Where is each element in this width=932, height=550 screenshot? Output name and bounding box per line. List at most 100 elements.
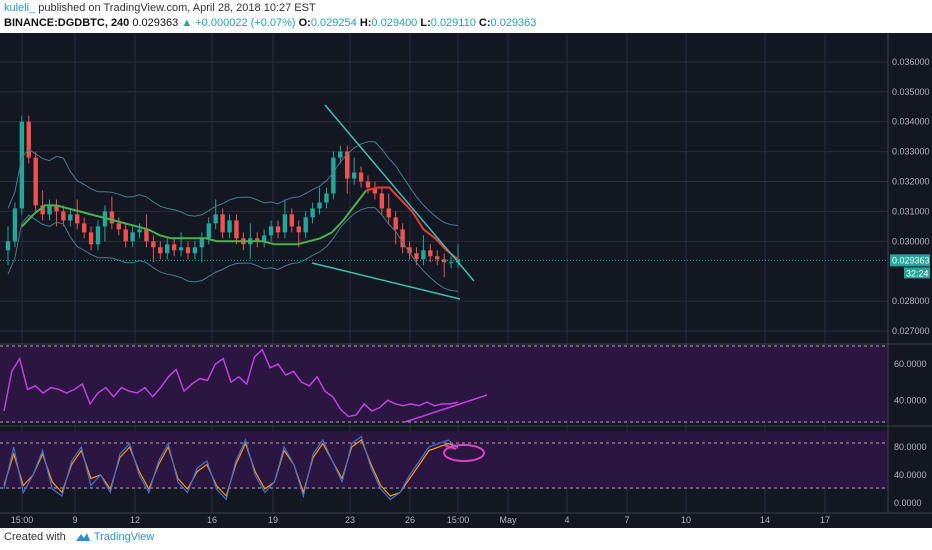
candle: [448, 262, 454, 264]
tradingview-link[interactable]: TradingView: [93, 531, 155, 543]
stoch-k-line: [3, 435, 459, 501]
close-value: 0.029363: [490, 17, 537, 29]
rsi-trendline: [404, 394, 488, 423]
price-tick-label: 0.027000: [892, 326, 930, 336]
time-tick-label: 7: [624, 515, 629, 525]
moving-average-down: [365, 186, 459, 261]
tradingview-logo-icon: [75, 533, 90, 542]
change-value: ▲ +0.000022 (+0.07%): [181, 17, 296, 29]
time-tick-label: 16: [207, 515, 217, 525]
price-axis: 0.036000 0.035000 0.034000 0.033000 0.032000…: [890, 57, 930, 508]
candle: [358, 172, 364, 182]
price-tick-label: 0.030000: [892, 236, 930, 246]
price-tick-label: 0.033000: [892, 147, 930, 157]
time-tick-label: 4: [564, 515, 569, 525]
stoch-panel: [0, 431, 888, 489]
candle: [351, 172, 357, 179]
author-link[interactable]: kuleli_: [4, 2, 36, 14]
candle: [130, 232, 135, 242]
rsi-tick-label: 40.0000: [894, 395, 927, 405]
low-label: L:: [420, 17, 431, 29]
candle: [372, 187, 378, 194]
candle: [386, 208, 391, 218]
countdown-tag: [904, 267, 930, 279]
moving-average-up: [21, 189, 367, 246]
high-value: 0.029400: [371, 17, 418, 29]
bollinger-upper: [7, 141, 459, 226]
time-tick-label: 23: [345, 515, 355, 525]
time-tick-label: 9: [72, 515, 77, 525]
candle: [165, 244, 170, 254]
candle: [185, 247, 191, 254]
candle: [435, 256, 440, 260]
candle: [12, 208, 18, 242]
rsi-line: [3, 348, 459, 418]
candle: [331, 157, 336, 194]
chart-canvas[interactable]: 0.036000 0.035000 0.034000 0.033000 0.032000…: [0, 33, 932, 528]
open-label: O:: [298, 17, 311, 29]
candle: [407, 247, 412, 254]
current-price-label: 0.029363: [892, 255, 930, 265]
candle: [393, 217, 398, 230]
time-tick-label: 15:00: [447, 515, 470, 525]
time-tick-label: 15:00: [11, 515, 34, 525]
candle: [178, 247, 184, 251]
time-tick-label: 19: [268, 515, 278, 525]
candle: [171, 244, 177, 251]
trendline-lower: [311, 262, 461, 300]
candle: [19, 121, 25, 209]
candle: [324, 193, 329, 203]
rsi-tick-label: 60.0000: [894, 359, 927, 369]
candle: [213, 214, 218, 224]
price-tick-label: 0.028000: [892, 296, 930, 306]
price-tick-label: 0.034000: [892, 117, 930, 127]
rsi-panel: [0, 345, 888, 423]
candle: [158, 247, 163, 254]
candle: [282, 214, 288, 233]
candle: [192, 247, 198, 254]
candle: [428, 250, 433, 257]
candle: [289, 214, 295, 227]
candle: [365, 181, 371, 188]
candle: [275, 226, 281, 233]
candle: [95, 226, 101, 245]
candle: [47, 205, 52, 215]
publish-line: kuleli_ published on TradingView.com, Ap…: [4, 2, 316, 14]
candle: [88, 232, 94, 245]
symbol-label: BINANCE:DGDBTC, 240: [4, 17, 130, 29]
candle: [5, 241, 11, 251]
countdown-label: 32:24: [906, 268, 929, 278]
candle: [338, 151, 343, 158]
close-label: C:: [478, 17, 491, 29]
time-tick-label: 10: [681, 515, 691, 525]
candle: [123, 229, 128, 242]
created-with-text: Created with: [4, 531, 66, 543]
time-tick-label: 12: [130, 515, 140, 525]
price-tick-label: 0.031000: [892, 206, 930, 216]
time-axis: 15:00 9 12 16 19 23 26 15:00 May 4 7 10 14 17: [11, 515, 830, 525]
candle: [220, 214, 225, 233]
candle: [345, 151, 350, 179]
stoch-tick-label: 40.0000: [894, 470, 927, 480]
stoch-tick-label: 0.0000: [894, 498, 922, 508]
candle: [296, 226, 301, 233]
candle: [206, 223, 211, 239]
candle: [227, 220, 232, 233]
candle: [268, 226, 274, 236]
candle: [421, 250, 426, 260]
current-price-tag: [890, 254, 930, 267]
candle: [400, 229, 405, 248]
candle: [61, 211, 66, 221]
bollinger-lower: [7, 207, 459, 292]
candle: [33, 157, 38, 206]
candle: [144, 229, 149, 242]
low-value: 0.029110: [430, 17, 476, 29]
time-tick-label: May: [499, 515, 517, 525]
published-text: published on TradingView.com, April 28, …: [38, 2, 316, 14]
candle: [75, 214, 80, 224]
time-tick-label: 17: [820, 515, 830, 525]
price-tick-label: 0.035000: [892, 87, 930, 97]
stoch-tick-label: 80.0000: [894, 442, 927, 452]
candle: [116, 223, 121, 230]
